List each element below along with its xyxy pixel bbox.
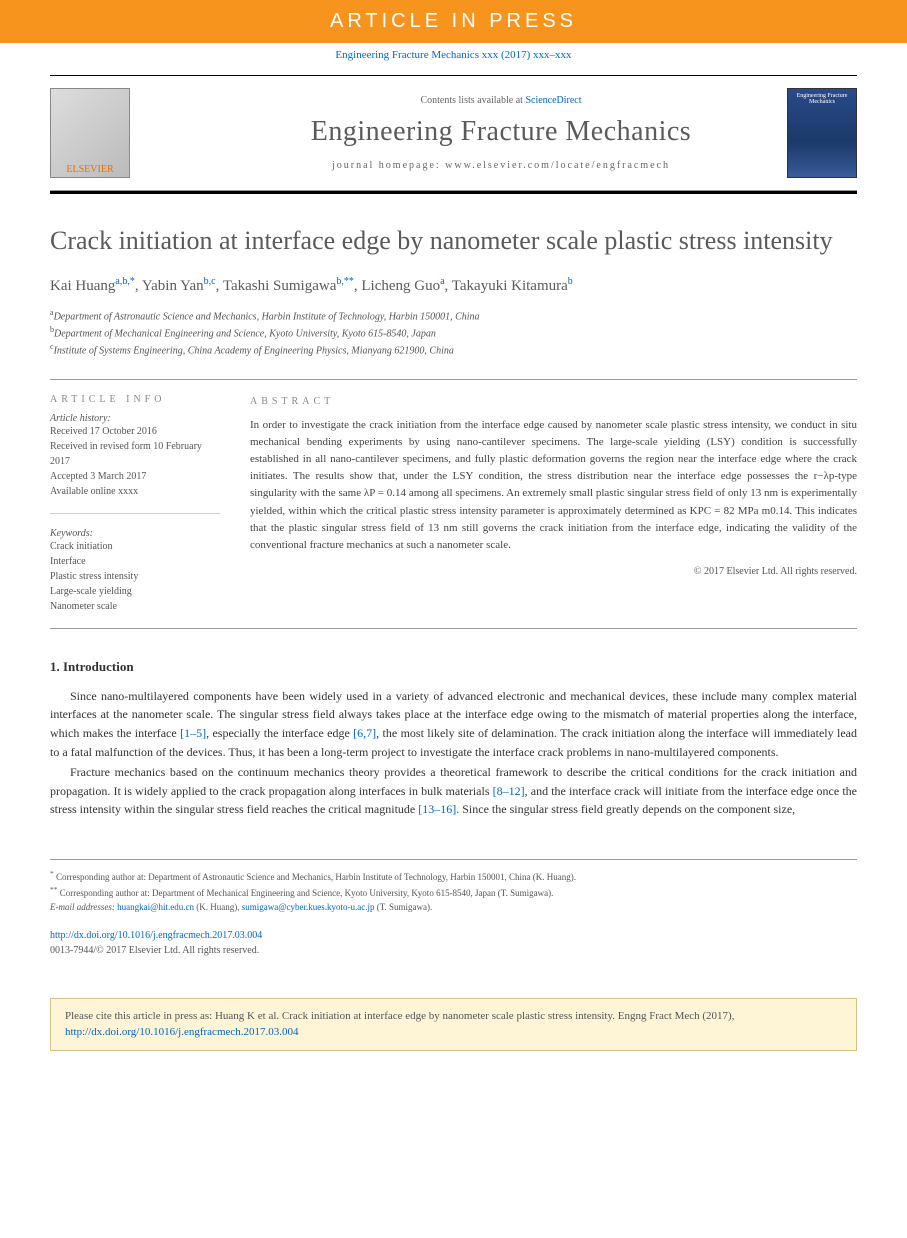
keyword: Nanometer scale (50, 599, 220, 614)
article-info-header: ARTICLE INFO (50, 394, 220, 405)
email-line: E-mail addresses: huangkai@hit.edu.cn (K… (50, 901, 857, 915)
contents-line: Contents lists available at ScienceDirec… (145, 95, 857, 106)
doi-block: http://dx.doi.org/10.1016/j.engfracmech.… (50, 928, 857, 958)
journal-header: ELSEVIER Contents lists available at Sci… (50, 75, 857, 191)
email-name: (T. Sumigawa). (374, 902, 432, 912)
affil-text: Institute of Systems Engineering, China … (54, 346, 454, 357)
email-name: (K. Huang), (194, 902, 242, 912)
affil-text: Department of Mechanical Engineering and… (54, 328, 436, 339)
corresponding-2: ** Corresponding author at: Department o… (50, 884, 857, 901)
banner-text: ARTICLE IN PRESS (330, 10, 577, 32)
email-label: E-mail addresses: (50, 902, 117, 912)
affiliation-line: aDepartment of Astronautic Science and M… (50, 307, 857, 324)
author-sup: b,c (204, 276, 216, 287)
intro-paragraph-1: Since nano-multilayered components have … (50, 687, 857, 761)
keywords-label: Keywords: (50, 528, 220, 539)
cite-text: Please cite this article in press as: Hu… (65, 1010, 734, 1022)
corr-text: Corresponding author at: Department of A… (56, 872, 576, 882)
author: Takayuki Kitamura (452, 278, 568, 294)
author-sup: a (440, 276, 444, 287)
header-center: Contents lists available at ScienceDirec… (145, 95, 857, 171)
footnotes: * Corresponding author at: Department of… (50, 859, 857, 959)
abstract-text: In order to investigate the crack initia… (250, 417, 857, 553)
elsevier-logo[interactable]: ELSEVIER (50, 88, 130, 178)
author-sup: a,b,* (115, 276, 134, 287)
corresponding-1: * Corresponding author at: Department of… (50, 868, 857, 885)
copyright: © 2017 Elsevier Ltd. All rights reserved… (250, 564, 857, 580)
keyword: Large-scale yielding (50, 584, 220, 599)
author-sup: b (568, 276, 573, 287)
email-link[interactable]: huangkai@hit.edu.cn (117, 902, 194, 912)
online-date: Available online xxxx (50, 484, 220, 499)
doi-link[interactable]: http://dx.doi.org/10.1016/j.engfracmech.… (50, 930, 262, 941)
contents-prefix: Contents lists available at (420, 95, 525, 106)
cover-text: Engineering Fracture Mechanics (797, 93, 848, 105)
keywords-block: Keywords: Crack initiation Interface Pla… (50, 513, 220, 614)
journal-name: Engineering Fracture Mechanics (145, 116, 857, 148)
author: Licheng Guo (361, 278, 440, 294)
authors-list: Kai Huanga,b,*, Yabin Yanb,c, Takashi Su… (50, 276, 857, 295)
cite-box: Please cite this article in press as: Hu… (50, 998, 857, 1051)
affil-text: Department of Astronautic Science and Me… (54, 311, 480, 322)
journal-cover-thumbnail[interactable]: Engineering Fracture Mechanics (787, 88, 857, 178)
corr-sup: ** (50, 885, 58, 894)
article-info: ARTICLE INFO Article history: Received 1… (50, 394, 250, 614)
issn-copyright: 0013-7944/© 2017 Elsevier Ltd. All right… (50, 943, 857, 958)
ref-link[interactable]: [6,7] (353, 726, 376, 740)
sciencedirect-link[interactable]: ScienceDirect (525, 95, 581, 106)
intro-paragraph-2: Fracture mechanics based on the continuu… (50, 763, 857, 819)
content-area: Crack initiation at interface edge by na… (0, 194, 907, 978)
accepted-date: Accepted 3 March 2017 (50, 469, 220, 484)
author-sup: b,** (336, 276, 354, 287)
abstract: ABSTRACT In order to investigate the cra… (250, 394, 857, 614)
citation-line: Engineering Fracture Mechanics xxx (2017… (0, 43, 907, 75)
keyword: Crack initiation (50, 539, 220, 554)
corr-sup: * (50, 869, 54, 878)
ref-link[interactable]: [1–5] (180, 726, 206, 740)
introduction-heading: 1. Introduction (50, 659, 857, 675)
affiliations: aDepartment of Astronautic Science and M… (50, 307, 857, 359)
author: Yabin Yan (142, 278, 204, 294)
p1-text-b: , especially the interface edge (206, 726, 353, 740)
cite-doi-link[interactable]: http://dx.doi.org/10.1016/j.engfracmech.… (65, 1026, 299, 1038)
corr-text: Corresponding author at: Department of M… (60, 888, 554, 898)
affiliation-line: bDepartment of Mechanical Engineering an… (50, 324, 857, 341)
revised-date: Received in revised form 10 February 201… (50, 439, 220, 469)
author: Takashi Sumigawa (223, 278, 337, 294)
p2-text-c: . Since the singular stress field greatl… (456, 802, 795, 816)
email-link[interactable]: sumigawa@cyber.kues.kyoto-u.ac.jp (242, 902, 375, 912)
citation-link[interactable]: Engineering Fracture Mechanics xxx (2017… (335, 49, 571, 61)
keyword: Plastic stress intensity (50, 569, 220, 584)
abstract-header: ABSTRACT (250, 394, 857, 410)
homepage-line: journal homepage: www.elsevier.com/locat… (145, 160, 857, 171)
author: Kai Huang (50, 278, 115, 294)
received-date: Received 17 October 2016 (50, 424, 220, 439)
affiliation-line: cInstitute of Systems Engineering, China… (50, 341, 857, 358)
article-title: Crack initiation at interface edge by na… (50, 224, 857, 258)
ref-link[interactable]: [8–12] (493, 784, 525, 798)
ref-link[interactable]: [13–16] (418, 802, 456, 816)
keyword: Interface (50, 554, 220, 569)
elsevier-logo-text: ELSEVIER (66, 164, 113, 175)
info-abstract-row: ARTICLE INFO Article history: Received 1… (50, 379, 857, 629)
history-label: Article history: (50, 413, 220, 424)
article-in-press-banner: ARTICLE IN PRESS (0, 0, 907, 43)
body-text: Since nano-multilayered components have … (50, 687, 857, 819)
